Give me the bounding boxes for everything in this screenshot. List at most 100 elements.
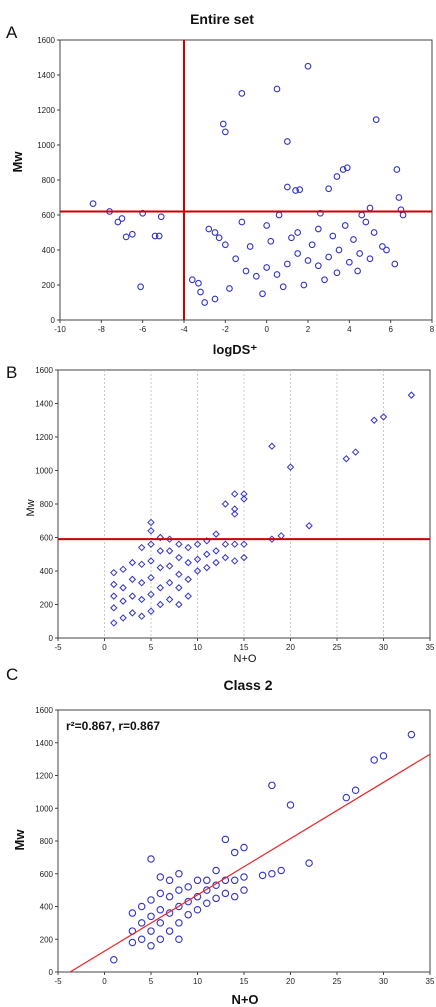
data-point	[379, 413, 388, 421]
y-tick-label: 800	[40, 500, 54, 509]
y-tick-label: 200	[40, 601, 54, 610]
x-tick-label: 8	[430, 325, 435, 334]
data-point	[343, 164, 351, 172]
data-point	[137, 595, 146, 604]
data-point	[300, 281, 308, 289]
panel-b-xlabel: N+O	[234, 653, 257, 665]
panel-a-reference-lines	[60, 40, 432, 320]
data-point	[205, 225, 213, 233]
data-point	[89, 200, 97, 207]
panel-c: C Class 2 Mw N+O r²=0.867, r=0.867 -5 0 5 1…	[6, 665, 435, 1007]
data-point	[165, 876, 174, 885]
y-tick-label: 200	[40, 935, 54, 944]
data-point	[184, 910, 192, 919]
data-point	[165, 579, 174, 587]
data-point	[407, 730, 416, 739]
data-point	[294, 229, 302, 236]
data-point	[230, 540, 239, 548]
data-point	[325, 185, 333, 193]
data-point	[391, 260, 399, 268]
data-point	[184, 592, 192, 600]
x-tick-label: 0	[102, 977, 107, 986]
data-point	[147, 557, 155, 565]
y-tick-label: 600	[40, 870, 54, 879]
data-point	[292, 187, 299, 194]
data-point	[304, 257, 312, 264]
data-point	[147, 518, 155, 527]
panel-b-grid	[104, 370, 384, 638]
data-point	[110, 592, 118, 600]
data-point	[155, 232, 163, 240]
data-point	[175, 902, 183, 911]
data-point	[156, 547, 165, 555]
y-tick-label: 1600	[37, 36, 55, 45]
x-tick-label: 20	[286, 643, 295, 652]
data-point	[240, 553, 248, 562]
data-point	[258, 871, 267, 880]
data-point	[156, 919, 165, 927]
data-point	[203, 899, 211, 907]
data-point	[240, 495, 248, 503]
data-point	[157, 213, 165, 221]
data-point	[305, 859, 313, 867]
data-point	[119, 584, 127, 592]
data-point	[351, 448, 360, 456]
data-point	[283, 260, 291, 268]
data-point	[175, 553, 183, 562]
data-point	[175, 600, 183, 609]
data-point	[356, 250, 364, 257]
data-point	[212, 894, 220, 903]
data-point	[147, 573, 155, 582]
panel-c-ylabel: Mw	[12, 829, 27, 851]
data-point	[221, 540, 230, 548]
data-point	[201, 299, 209, 306]
data-point	[221, 553, 230, 562]
data-point	[305, 522, 313, 530]
data-point	[283, 138, 291, 145]
data-point	[197, 288, 204, 296]
data-point	[283, 183, 291, 191]
data-point	[137, 283, 144, 291]
y-tick-label: 1600	[35, 366, 53, 375]
data-point	[259, 290, 266, 298]
data-point	[156, 584, 165, 592]
data-point	[230, 510, 239, 518]
data-point	[268, 781, 276, 790]
panel-a-ticks: -10 -8 -6 -4 -2 0 2 4 6 8 0 200 400 600 800 1000 1200 140…	[37, 36, 435, 334]
data-point	[122, 233, 130, 241]
data-point	[294, 250, 302, 257]
data-point	[165, 927, 174, 935]
data-point	[296, 186, 304, 193]
x-tick-label: 5	[149, 643, 154, 652]
y-tick-label: 1200	[35, 433, 53, 442]
data-point	[147, 527, 155, 535]
data-point	[203, 886, 211, 894]
data-point	[147, 942, 155, 950]
x-tick-label: 20	[286, 977, 295, 986]
data-point	[156, 935, 165, 943]
data-point	[211, 295, 219, 303]
y-tick-label: 600	[42, 211, 56, 220]
data-point	[370, 756, 378, 764]
data-point	[137, 919, 146, 927]
data-point	[203, 550, 211, 558]
data-point	[110, 604, 118, 612]
data-point	[238, 218, 246, 226]
y-tick-label: 400	[40, 567, 54, 576]
x-tick-label: -10	[54, 325, 66, 334]
data-point	[342, 455, 351, 463]
data-point	[242, 267, 250, 275]
data-point	[230, 490, 239, 498]
x-tick-label: 30	[379, 643, 388, 652]
data-point	[165, 892, 174, 901]
data-point	[147, 896, 155, 904]
data-point	[221, 241, 229, 249]
data-point	[252, 272, 260, 280]
data-point	[366, 255, 374, 263]
data-point	[110, 568, 118, 577]
data-point	[286, 463, 295, 471]
data-point	[277, 866, 285, 875]
x-tick-label: 30	[379, 977, 388, 986]
data-point	[221, 128, 229, 136]
data-point	[215, 234, 223, 242]
